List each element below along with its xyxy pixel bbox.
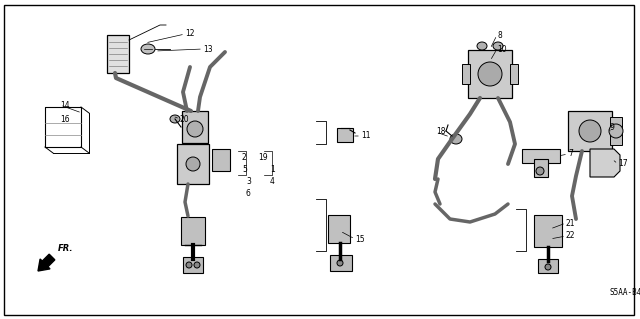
Text: 12: 12 (185, 29, 195, 39)
Text: 18: 18 (436, 128, 445, 137)
Bar (462, 64, 470, 84)
Text: 14: 14 (60, 100, 70, 109)
Ellipse shape (186, 157, 200, 171)
Text: 17: 17 (618, 160, 628, 168)
Text: 16: 16 (60, 115, 70, 123)
Bar (337, 128, 353, 142)
Bar (568, 111, 612, 151)
Ellipse shape (187, 121, 203, 137)
Bar (330, 255, 352, 271)
Text: 21: 21 (566, 219, 575, 227)
Ellipse shape (170, 115, 180, 123)
Ellipse shape (536, 167, 544, 175)
Text: 13: 13 (203, 44, 212, 54)
Bar (538, 259, 558, 273)
Bar (183, 257, 203, 273)
Ellipse shape (579, 120, 601, 142)
Ellipse shape (337, 260, 343, 266)
Text: 3: 3 (246, 176, 251, 186)
Ellipse shape (545, 264, 551, 270)
Text: 7: 7 (568, 150, 573, 159)
Ellipse shape (477, 42, 487, 50)
Bar (534, 159, 548, 177)
Text: 10: 10 (497, 44, 507, 54)
Ellipse shape (194, 262, 200, 268)
Text: 9: 9 (609, 122, 614, 131)
Bar (107, 35, 129, 73)
Ellipse shape (609, 124, 623, 138)
Bar (212, 149, 230, 171)
Text: 2: 2 (242, 152, 247, 161)
Ellipse shape (493, 42, 503, 50)
Text: FR.: FR. (58, 244, 74, 253)
Bar (177, 144, 209, 184)
Text: 8: 8 (497, 31, 502, 40)
Text: S5AA-B4120A: S5AA-B4120A (610, 288, 640, 297)
Polygon shape (590, 149, 620, 177)
Bar (610, 117, 622, 145)
Text: 11: 11 (361, 131, 371, 140)
Text: 1: 1 (270, 165, 275, 174)
Text: 19: 19 (258, 152, 268, 161)
FancyArrow shape (38, 254, 55, 271)
Text: 22: 22 (566, 232, 575, 241)
Text: 6: 6 (246, 189, 251, 197)
Ellipse shape (450, 134, 462, 144)
Ellipse shape (141, 44, 155, 54)
Bar (510, 64, 518, 84)
Bar (534, 215, 562, 247)
Text: 15: 15 (355, 234, 365, 243)
Bar (181, 217, 205, 245)
Bar (328, 215, 350, 243)
Ellipse shape (186, 262, 192, 268)
Text: 5: 5 (242, 165, 247, 174)
Bar (182, 111, 208, 143)
Bar (468, 50, 512, 98)
Text: 20: 20 (180, 115, 189, 123)
Bar (522, 149, 560, 163)
Text: 4: 4 (270, 176, 275, 186)
Ellipse shape (478, 62, 502, 86)
